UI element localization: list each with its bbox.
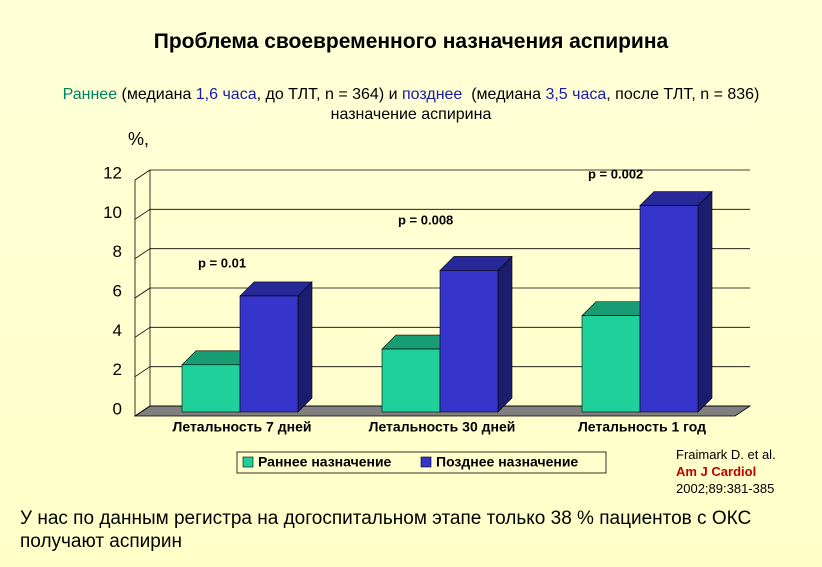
legend-box	[236, 451, 607, 474]
y-tick-label: 8	[113, 242, 122, 261]
subtitle-part: (медиана	[462, 86, 546, 103]
footer-note: У нас по данным регистра на догоспитальн…	[20, 508, 752, 552]
subtitle-part: (медиана	[117, 86, 196, 103]
x-tick-label: Летальность 1 год	[578, 419, 706, 435]
bar	[439, 255, 513, 413]
y-tick-label: 12	[103, 163, 122, 182]
subtitle-part: 1,6 часа	[195, 86, 257, 103]
citation-authors: Fraimark D. et al.	[676, 447, 776, 462]
bar-side	[297, 281, 313, 413]
subtitle-part: 3,5 часа	[545, 86, 607, 103]
legend-label: Позднее назначение	[436, 454, 578, 470]
x-tick-label: Летальность 30 дней	[369, 419, 516, 435]
annotation: p = 0.008	[398, 212, 453, 227]
grid-line	[134, 287, 151, 299]
subtitle-part: Раннее	[62, 86, 118, 103]
bar	[639, 190, 713, 413]
grid-line	[134, 405, 151, 417]
annotation: p = 0.002	[588, 166, 643, 181]
subtitle-part: , после ТЛТ, n = 836) назначение аспирин…	[330, 86, 764, 123]
legend-swatch	[420, 456, 432, 468]
legend-swatch	[242, 456, 254, 468]
grid-line	[134, 366, 151, 377]
bar-front	[381, 348, 441, 413]
grid-line	[134, 209, 151, 220]
bar-front	[439, 270, 499, 413]
citation-ref: 2002;89:381-385	[676, 481, 775, 496]
y-tick-label: 4	[113, 321, 122, 340]
subtitle-part: позднее	[401, 86, 463, 103]
annotation: p = 0.01	[198, 255, 246, 270]
bar-front	[181, 364, 241, 413]
y-tick-label: 6	[113, 281, 122, 300]
grid-line	[134, 248, 151, 259]
y-tick-label: 0	[113, 399, 122, 418]
bar-front	[239, 295, 299, 413]
subtitle: Раннее (медиана 1,6 часа, до ТЛТ, n = 36…	[20, 85, 802, 125]
subtitle-part: , до ТЛТ, n = 364) и	[256, 86, 402, 103]
bar-front	[581, 315, 641, 413]
citation-journal: Am J Cardiol	[676, 464, 757, 479]
y-tick-label: 10	[103, 203, 122, 222]
title: Проблема своевременного назначения аспир…	[153, 30, 669, 53]
grid-line	[134, 169, 151, 181]
bar-front	[639, 205, 699, 413]
y-tick-label: 2	[113, 360, 122, 379]
x-tick-label: Летальность 7 дней	[173, 419, 312, 435]
bar-side	[697, 190, 713, 413]
citation: Fraimark D. et al. Am J Cardiol 2002;89:…	[676, 446, 776, 497]
y-axis-label: %,	[128, 129, 149, 149]
legend-label: Раннее назначение	[258, 454, 392, 470]
grid-line	[134, 327, 151, 338]
bar-side	[497, 255, 513, 413]
bar	[239, 281, 313, 413]
